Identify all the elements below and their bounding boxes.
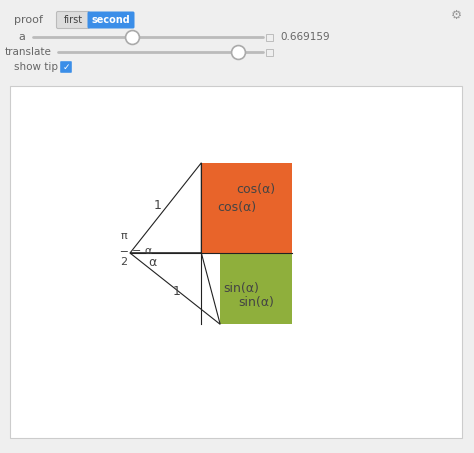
Text: ⚙: ⚙ xyxy=(450,9,462,21)
Text: cos(α): cos(α) xyxy=(217,202,256,214)
Text: 1: 1 xyxy=(154,199,162,212)
Bar xyxy=(266,34,273,41)
Text: a: a xyxy=(18,32,26,42)
Text: − α: − α xyxy=(132,246,152,256)
Polygon shape xyxy=(220,253,292,324)
FancyBboxPatch shape xyxy=(56,11,90,29)
Text: sin(α): sin(α) xyxy=(224,282,259,295)
Text: cos(α): cos(α) xyxy=(236,183,275,196)
Bar xyxy=(0,0,474,83)
Text: first: first xyxy=(64,15,82,25)
Polygon shape xyxy=(130,163,201,253)
Text: 1: 1 xyxy=(173,285,181,298)
Text: sin(α): sin(α) xyxy=(238,296,274,309)
Text: ✓: ✓ xyxy=(62,63,70,72)
Polygon shape xyxy=(130,253,220,324)
FancyBboxPatch shape xyxy=(60,61,72,73)
Bar xyxy=(266,49,273,56)
Text: show tip: show tip xyxy=(14,62,58,72)
Bar xyxy=(10,86,462,438)
Text: 2: 2 xyxy=(120,257,127,267)
Text: second: second xyxy=(91,15,130,25)
Text: proof: proof xyxy=(14,15,43,25)
Text: α: α xyxy=(148,256,156,270)
Text: translate: translate xyxy=(5,47,52,57)
Text: π: π xyxy=(120,231,127,241)
FancyBboxPatch shape xyxy=(88,11,135,29)
Text: 0.669159: 0.669159 xyxy=(280,32,329,42)
Polygon shape xyxy=(201,163,292,253)
Text: ─: ─ xyxy=(120,246,127,256)
